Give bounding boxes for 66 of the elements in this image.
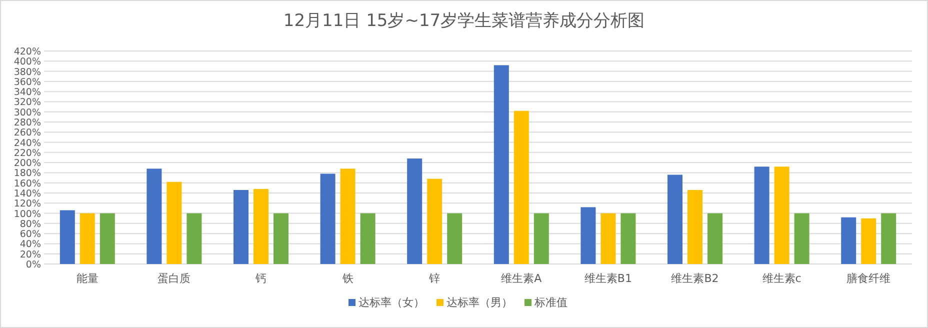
y-tick-label: 220% bbox=[14, 148, 41, 159]
y-tick-label: 120% bbox=[14, 198, 41, 210]
y-tick-label: 100% bbox=[14, 208, 41, 220]
y-tick-label: 40% bbox=[20, 239, 41, 250]
bar bbox=[620, 213, 636, 264]
y-tick-label: 140% bbox=[14, 188, 41, 200]
bar bbox=[166, 182, 182, 264]
bar bbox=[794, 213, 810, 264]
x-tick-label: 维生素A bbox=[501, 272, 542, 285]
y-tick-label: 60% bbox=[20, 229, 41, 240]
y-tick-label: 80% bbox=[20, 218, 41, 230]
bar bbox=[320, 174, 336, 264]
y-tick-label: 20% bbox=[20, 249, 41, 260]
bar bbox=[146, 168, 162, 264]
y-tick-label: 380% bbox=[14, 66, 41, 78]
legend-label: 达标率（女） bbox=[358, 296, 424, 309]
y-tick-label: 180% bbox=[14, 168, 41, 180]
x-tick-label: 膳食纤维 bbox=[846, 272, 891, 285]
x-tick-label: 维生素B1 bbox=[584, 272, 632, 285]
bar bbox=[881, 213, 896, 264]
bar bbox=[708, 213, 722, 264]
x-tick-label: 能量 bbox=[76, 272, 98, 285]
bar bbox=[514, 110, 529, 264]
bar bbox=[600, 213, 616, 264]
y-tick-label: 320% bbox=[14, 97, 41, 108]
legend-label: 标准值 bbox=[534, 296, 568, 309]
y-tick-label: 0% bbox=[26, 260, 41, 270]
bar bbox=[407, 158, 422, 264]
bar bbox=[774, 166, 790, 264]
bar bbox=[580, 207, 596, 264]
legend-label: 达标率（男） bbox=[446, 296, 512, 309]
y-tick-label: 260% bbox=[14, 128, 41, 139]
bar bbox=[254, 188, 268, 264]
bar bbox=[100, 213, 115, 264]
bar bbox=[861, 218, 876, 264]
x-tick-label: 维生素B2 bbox=[671, 272, 719, 285]
y-tick-label: 240% bbox=[14, 138, 41, 149]
bar bbox=[186, 213, 202, 264]
x-tick-label: 铁 bbox=[341, 272, 354, 285]
bar bbox=[841, 217, 856, 264]
bar bbox=[340, 168, 356, 264]
bar bbox=[668, 174, 682, 264]
y-tick-label: 300% bbox=[14, 107, 41, 118]
y-tick-label: 400% bbox=[14, 56, 41, 68]
x-tick-label: 蛋白质 bbox=[158, 272, 191, 285]
x-tick-label: 锌 bbox=[428, 272, 440, 285]
y-tick-label: 200% bbox=[14, 158, 41, 170]
y-tick-label: 420% bbox=[14, 46, 41, 58]
bar bbox=[274, 213, 288, 264]
chart-title: 12月11日 15岁~17岁学生菜谱营养成分分析图 bbox=[283, 11, 645, 31]
bar bbox=[234, 190, 248, 264]
bar bbox=[60, 210, 75, 264]
bar bbox=[494, 65, 509, 264]
x-tick-label: 维生素c bbox=[762, 272, 802, 285]
bar bbox=[360, 213, 376, 264]
y-tick-label: 360% bbox=[14, 76, 41, 88]
y-tick-label: 280% bbox=[14, 118, 41, 128]
bar bbox=[427, 178, 442, 264]
bar bbox=[688, 190, 702, 264]
bar bbox=[447, 213, 462, 264]
bar bbox=[534, 213, 549, 264]
y-tick-label: 160% bbox=[14, 178, 41, 190]
bar bbox=[80, 213, 95, 264]
y-tick-label: 340% bbox=[14, 87, 41, 98]
x-tick-label: 钙 bbox=[254, 272, 266, 285]
bar bbox=[754, 166, 770, 264]
